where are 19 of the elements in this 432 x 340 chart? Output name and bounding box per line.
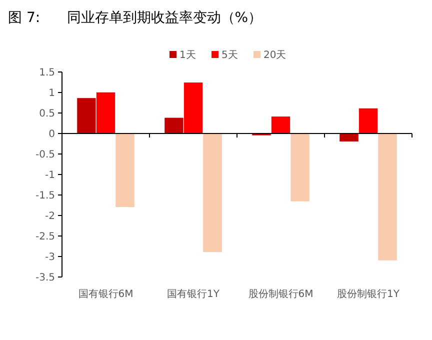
legend-label: 5天	[222, 50, 238, 61]
y-tick-label: -1.5	[35, 190, 55, 202]
x-tick-label: 股份制银行6M	[248, 288, 314, 300]
y-tick-label: -2	[45, 211, 55, 222]
x-tick-label: 股份制银行1Y	[337, 288, 400, 300]
legend-label: 1天	[180, 50, 196, 61]
y-tick-label: -2.5	[35, 232, 55, 242]
y-tick-label: 1.5	[39, 68, 55, 78]
x-tick-label: 国有银行1Y	[167, 288, 220, 300]
y-tick-label: -0.5	[35, 150, 55, 160]
y-tick-label: 0.5	[39, 108, 55, 120]
chart-title: 图 7: 同业存单到期收益率变动（%）	[8, 10, 262, 26]
y-tick-label: -3.5	[35, 272, 55, 284]
y-tick-label: 1	[48, 88, 55, 99]
y-tick-label: -1	[45, 170, 55, 181]
legend-label: 20天	[264, 50, 286, 61]
y-tick-label: -3	[45, 252, 55, 263]
x-tick-label: 国有银行6M	[78, 288, 134, 300]
y-tick-label: 0	[48, 129, 55, 140]
